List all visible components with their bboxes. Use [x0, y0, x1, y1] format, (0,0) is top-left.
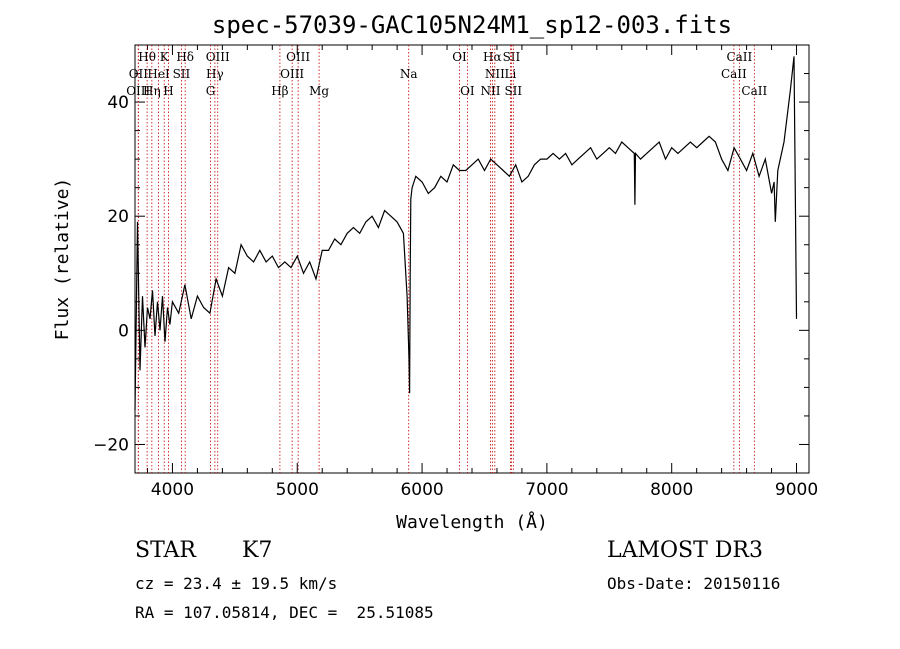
y-tick-label: −20 — [93, 435, 129, 455]
x-tick-label: 6000 — [400, 480, 443, 500]
chart-title: spec-57039-GAC105N24M1_sp12-003.fits — [212, 11, 732, 39]
y-tick-label: 40 — [107, 93, 129, 113]
spectral-line-label: CaII — [721, 67, 747, 81]
axis-ticks: 4000 5000 6000 7000 8000 9000 −20 0 20 40 — [93, 45, 818, 500]
spectral-line-label: Li — [505, 67, 517, 81]
plot-frame — [134, 44, 810, 474]
spectral-line-label: OI — [460, 84, 475, 98]
spectral-line-label: OI — [452, 50, 467, 64]
spectral-line-label: SII — [173, 67, 191, 81]
object-class: STAR — [135, 538, 196, 563]
spectral-line-label: NII — [485, 67, 505, 81]
spectral-line-label: K — [160, 50, 170, 64]
survey-name: LAMOST DR3 — [607, 538, 763, 563]
spectral-line-label: G — [206, 84, 216, 98]
observation-date: Obs-Date: 20150116 — [607, 574, 781, 593]
spectral-line-label: Hδ — [176, 50, 194, 64]
y-tick-label: 20 — [107, 207, 129, 227]
y-axis-label: Flux (relative) — [52, 178, 73, 341]
spectral-line-label: H — [163, 84, 173, 98]
spectral-line-label: Hθ — [138, 50, 156, 64]
x-tick-label: 5000 — [276, 480, 319, 500]
series-line-flux — [134, 56, 798, 411]
spectral-line-label: OIII — [286, 50, 310, 64]
redshift-velocity: cz = 23.4 ± 19.5 km/s — [135, 574, 338, 593]
spectral-line-label: Na — [400, 67, 418, 81]
spectral-line-label: CaII — [726, 50, 752, 64]
spectral-line-label: Mg — [309, 84, 329, 98]
x-axis-label: Wavelength (Å) — [396, 511, 548, 533]
series-layer — [134, 56, 798, 411]
object-subclass: K7 — [242, 538, 273, 563]
x-tick-label: 7000 — [525, 480, 568, 500]
spectral-line-label: NII — [480, 84, 500, 98]
x-tick-label: 9000 — [775, 480, 818, 500]
spectral-line-label: SII — [504, 84, 522, 98]
spectral-line-label: HeI — [147, 67, 170, 81]
spectral-line-label: SII — [503, 50, 521, 64]
spectral-line-label: Hγ — [206, 67, 224, 81]
spectral-line-label: OIII — [126, 84, 150, 98]
x-tick-label: 4000 — [151, 480, 194, 500]
y-tick-label: 0 — [118, 321, 129, 341]
x-tick-label: 8000 — [650, 480, 693, 500]
spectral-line-label: CaII — [741, 84, 767, 98]
spectral-line-label: Hα — [483, 50, 502, 64]
spectral-line-label: Hη — [143, 84, 161, 98]
coordinates: RA = 107.05814, DEC = 25.51085 — [135, 603, 434, 622]
spectral-line-label: OIII — [280, 67, 304, 81]
spectral-line-label: OIII — [206, 50, 230, 64]
spectral-line-label: Hβ — [271, 84, 288, 98]
